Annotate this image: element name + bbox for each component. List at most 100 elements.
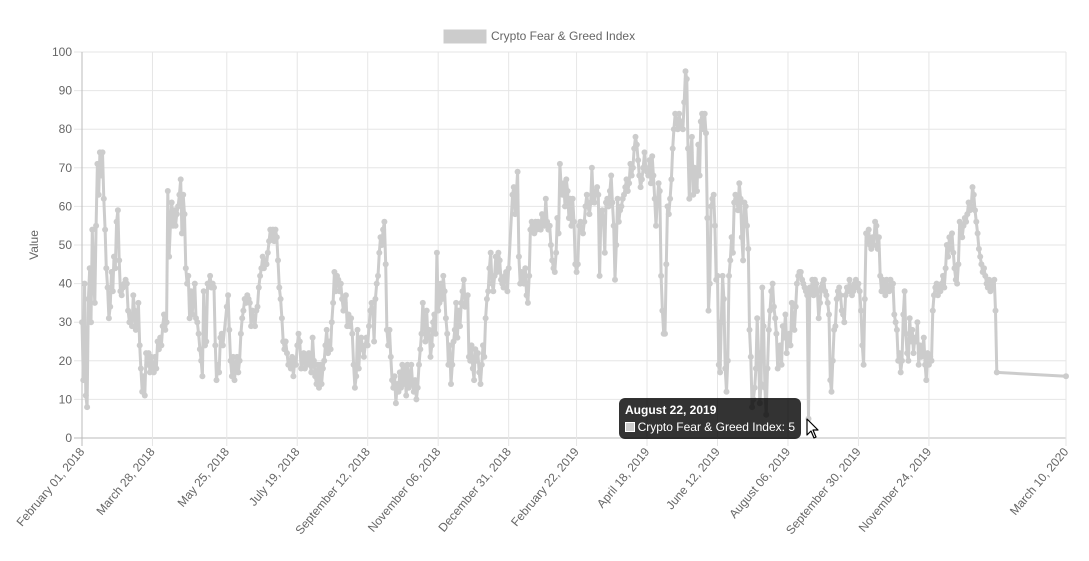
data-point[interactable] bbox=[496, 257, 503, 264]
data-point[interactable] bbox=[875, 234, 882, 241]
data-point[interactable] bbox=[366, 323, 372, 330]
data-point[interactable] bbox=[98, 172, 105, 179]
data-point[interactable] bbox=[694, 188, 700, 194]
data-point[interactable] bbox=[428, 342, 435, 349]
data-point[interactable] bbox=[144, 361, 151, 368]
data-point[interactable] bbox=[105, 315, 112, 322]
data-point[interactable] bbox=[724, 357, 731, 364]
data-point[interactable] bbox=[382, 261, 389, 268]
data-point[interactable] bbox=[945, 253, 952, 260]
data-point[interactable] bbox=[337, 280, 344, 287]
data-point[interactable] bbox=[407, 373, 413, 380]
data-point[interactable] bbox=[478, 361, 485, 368]
data-point[interactable] bbox=[918, 353, 925, 360]
data-point[interactable] bbox=[158, 342, 165, 349]
data-point[interactable] bbox=[449, 361, 456, 368]
data-point[interactable] bbox=[829, 357, 836, 364]
data-point[interactable] bbox=[342, 292, 349, 299]
data-point[interactable] bbox=[772, 315, 779, 322]
data-point[interactable] bbox=[166, 253, 173, 260]
data-point[interactable] bbox=[328, 319, 335, 326]
data-point[interactable] bbox=[735, 207, 741, 214]
data-point[interactable] bbox=[471, 377, 478, 384]
data-point[interactable] bbox=[348, 315, 355, 322]
data-point[interactable] bbox=[81, 280, 88, 287]
data-point[interactable] bbox=[645, 172, 652, 179]
data-point[interactable] bbox=[770, 303, 777, 310]
data-point[interactable] bbox=[972, 207, 978, 214]
data-point[interactable] bbox=[752, 365, 759, 372]
data-point[interactable] bbox=[103, 265, 110, 272]
data-point[interactable] bbox=[109, 288, 116, 295]
data-point[interactable] bbox=[250, 315, 257, 322]
data-point[interactable] bbox=[237, 330, 244, 337]
data-point[interactable] bbox=[683, 76, 690, 82]
data-point[interactable] bbox=[500, 284, 507, 291]
data-point[interactable] bbox=[774, 365, 781, 372]
data-point[interactable] bbox=[140, 373, 147, 380]
data-point[interactable] bbox=[462, 303, 469, 310]
data-point[interactable] bbox=[546, 222, 553, 229]
data-point[interactable] bbox=[232, 361, 239, 368]
data-point[interactable] bbox=[615, 218, 622, 225]
data-point[interactable] bbox=[814, 288, 821, 295]
data-point[interactable] bbox=[203, 338, 210, 345]
data-point[interactable] bbox=[981, 265, 987, 272]
data-point[interactable] bbox=[973, 218, 980, 225]
data-point[interactable] bbox=[510, 184, 517, 191]
data-point[interactable] bbox=[722, 365, 729, 372]
data-point[interactable] bbox=[628, 172, 635, 179]
data-point[interactable] bbox=[264, 249, 271, 256]
data-point[interactable] bbox=[235, 369, 242, 376]
data-point[interactable] bbox=[239, 315, 246, 322]
data-point[interactable] bbox=[606, 188, 613, 194]
data-point[interactable] bbox=[84, 404, 91, 411]
data-point[interactable] bbox=[354, 326, 361, 333]
data-point[interactable] bbox=[913, 338, 920, 345]
data-point[interactable] bbox=[426, 326, 433, 333]
data-point[interactable] bbox=[376, 249, 383, 256]
data-point[interactable] bbox=[991, 276, 998, 283]
data-point[interactable] bbox=[451, 326, 458, 333]
data-point[interactable] bbox=[828, 388, 835, 395]
data-point[interactable] bbox=[207, 272, 214, 279]
data-point[interactable] bbox=[701, 110, 708, 117]
data-point[interactable] bbox=[403, 392, 410, 399]
data-point[interactable] bbox=[130, 292, 137, 299]
data-point[interactable] bbox=[581, 218, 588, 225]
data-point[interactable] bbox=[788, 299, 795, 306]
data-point[interactable] bbox=[678, 118, 685, 125]
data-point[interactable] bbox=[909, 326, 916, 333]
data-point[interactable] bbox=[720, 296, 727, 302]
data-point[interactable] bbox=[564, 188, 571, 194]
data-point[interactable] bbox=[641, 149, 648, 156]
data-point[interactable] bbox=[131, 307, 138, 314]
data-point[interactable] bbox=[858, 307, 864, 314]
data-point[interactable] bbox=[596, 272, 603, 279]
data-point[interactable] bbox=[473, 357, 480, 364]
data-point[interactable] bbox=[758, 381, 765, 387]
data-point[interactable] bbox=[327, 346, 334, 353]
data-point[interactable] bbox=[134, 315, 141, 322]
data-point[interactable] bbox=[86, 265, 93, 272]
data-point[interactable] bbox=[164, 188, 171, 194]
data-point[interactable] bbox=[656, 188, 663, 194]
data-point[interactable] bbox=[697, 118, 704, 125]
data-point[interactable] bbox=[537, 226, 544, 233]
data-point[interactable] bbox=[85, 296, 92, 302]
data-point[interactable] bbox=[665, 211, 672, 218]
data-point[interactable] bbox=[891, 311, 898, 318]
data-point[interactable] bbox=[754, 315, 761, 322]
data-point[interactable] bbox=[444, 330, 451, 337]
data-point[interactable] bbox=[99, 149, 106, 156]
data-point[interactable] bbox=[667, 195, 674, 202]
data-point[interactable] bbox=[522, 265, 529, 272]
data-point[interactable] bbox=[840, 311, 847, 318]
data-point[interactable] bbox=[185, 272, 192, 279]
data-point[interactable] bbox=[608, 172, 615, 179]
data-point[interactable] bbox=[624, 188, 631, 194]
data-point[interactable] bbox=[969, 184, 976, 191]
data-point[interactable] bbox=[240, 307, 247, 314]
data-point[interactable] bbox=[859, 342, 866, 349]
data-point[interactable] bbox=[747, 353, 754, 360]
